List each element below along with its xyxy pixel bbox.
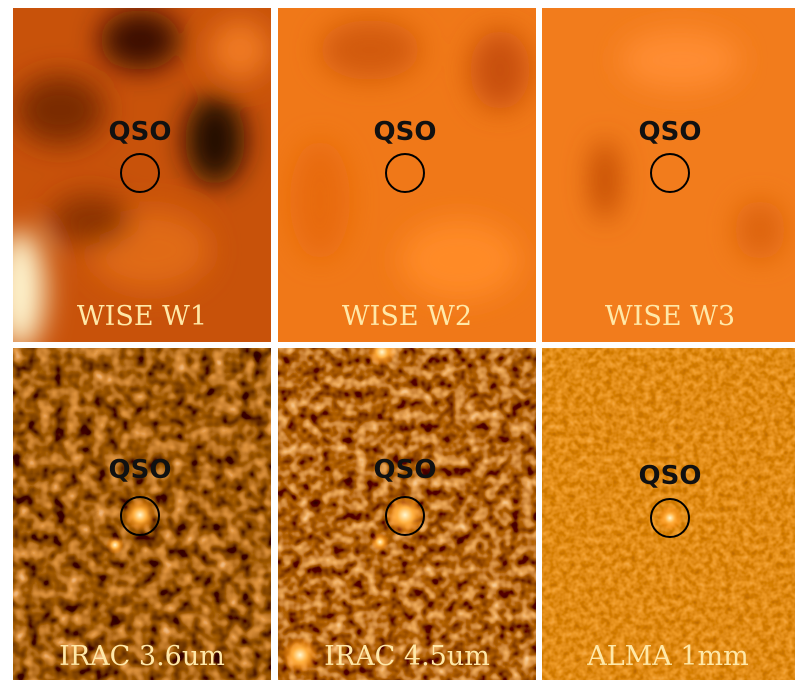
qso-label: QSO bbox=[109, 455, 172, 485]
panel bbox=[278, 338, 536, 680]
panel-label: WISE W1 bbox=[77, 301, 207, 332]
panel bbox=[542, 8, 795, 342]
panel-label: WISE W2 bbox=[342, 301, 472, 332]
panel bbox=[278, 8, 536, 342]
panel bbox=[542, 348, 795, 680]
qso-label: QSO bbox=[374, 455, 437, 485]
qso-label: QSO bbox=[109, 117, 172, 147]
qso-label: QSO bbox=[374, 117, 437, 147]
qso-label: QSO bbox=[639, 461, 702, 491]
panel-label: IRAC 3.6um bbox=[59, 641, 225, 672]
panel bbox=[0, 8, 271, 350]
panel-label: ALMA 1mm bbox=[586, 641, 749, 672]
panel-label: WISE W3 bbox=[605, 301, 735, 332]
panel bbox=[13, 348, 317, 680]
qso-label: QSO bbox=[639, 117, 702, 147]
figure: QSO QSO QSO QSO QSO QSO WISE W1 WISE W2 … bbox=[0, 0, 795, 680]
panel-label: IRAC 4.5um bbox=[324, 641, 490, 672]
page: QSO QSO QSO QSO QSO QSO WISE W1 WISE W2 … bbox=[0, 0, 795, 680]
